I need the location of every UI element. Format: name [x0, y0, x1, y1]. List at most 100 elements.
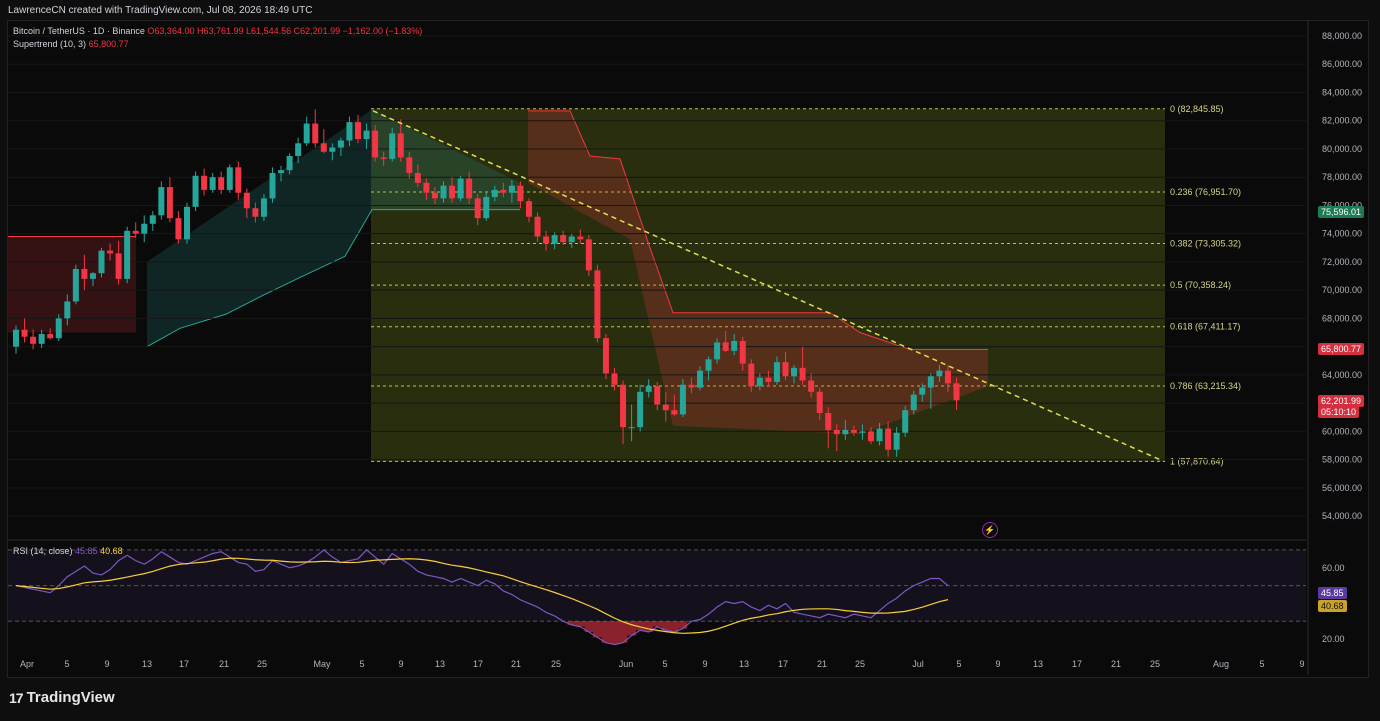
candle-body [235, 167, 242, 193]
rsi-ma-value: 40.68 [100, 546, 123, 556]
candle-body [226, 167, 233, 190]
candle-body [252, 208, 259, 217]
candle-body [705, 359, 712, 371]
candle-body [722, 342, 729, 351]
y-tick-label: 74,000.00 [1322, 229, 1362, 239]
supertrend-line-up [146, 209, 520, 348]
y-tick-label: 78,000.00 [1322, 172, 1362, 182]
y-tick-label: 84,000.00 [1322, 87, 1362, 97]
candle-body [243, 192, 250, 209]
candle-body [517, 185, 524, 202]
fib-level-label: 0.236 (76,951.70) [1170, 187, 1241, 197]
price-tag-supertrend: 65,800.77 [1318, 343, 1365, 355]
candle-body [791, 367, 798, 377]
candle-body [286, 156, 293, 171]
rsi-legend: RSI (14, close) 45.85 40.68 [13, 546, 123, 556]
candle-body [406, 157, 413, 173]
ohlc-change: −1,162.00 (−1.83%) [342, 26, 423, 36]
candle-body [107, 250, 114, 254]
candle-body [397, 133, 404, 158]
candle-body [89, 273, 96, 279]
price-tag-rsi-ma: 40.68 [1318, 600, 1347, 612]
candle-body [166, 187, 173, 219]
candle-body [645, 386, 652, 392]
symbol-legend: Bitcoin / TetherUS · 1D · Binance O63,36… [13, 26, 422, 36]
candle-body [295, 143, 302, 157]
x-tick-label: 5 [64, 659, 69, 669]
candle-body [714, 342, 721, 360]
candle-body [808, 380, 815, 392]
x-tick-label: 5 [1259, 659, 1264, 669]
candle-body [508, 185, 515, 193]
candle-body [953, 383, 960, 401]
candle-body [620, 384, 627, 428]
lightning-icon[interactable]: ⚡ [982, 522, 998, 538]
candle-body [560, 235, 567, 243]
candle-body [184, 206, 190, 240]
candle-body [902, 410, 909, 433]
candle-body [303, 123, 310, 144]
candle-body [594, 270, 601, 339]
y-tick-label: 88,000.00 [1322, 31, 1362, 41]
supertrend-up-fill [147, 109, 520, 347]
y-tick-label: 72,000.00 [1322, 257, 1362, 267]
trend-line [372, 110, 1164, 462]
candle-body [885, 428, 892, 450]
candle-body [329, 147, 336, 152]
candle-body [585, 239, 592, 271]
candle-body [21, 329, 28, 337]
x-tick-label: 17 [1072, 659, 1082, 669]
candle-body [611, 373, 618, 385]
candle-body [98, 250, 105, 274]
x-tick-label: 5 [662, 659, 667, 669]
candle-body [346, 122, 353, 141]
rsi-label: RSI (14, close) [13, 546, 73, 556]
candle-body [825, 413, 832, 430]
x-tick-label: Jul [912, 659, 924, 669]
candle-body [679, 384, 686, 415]
ohlc-close: C62,201.99 [293, 26, 341, 36]
candle-body [748, 363, 755, 387]
y-tick-label: 60,000.00 [1322, 426, 1362, 436]
candle-body [773, 362, 780, 382]
candle-body [756, 377, 763, 387]
candle-body [859, 431, 866, 433]
tradingview-brand-name: TradingView [26, 689, 115, 706]
x-tick-label: May [313, 659, 331, 669]
candle-body [944, 370, 951, 384]
tradingview-logo[interactable]: 17 TradingView [9, 689, 115, 706]
x-tick-label: 17 [473, 659, 483, 669]
supertrend-value: 65,800.77 [88, 39, 129, 49]
price-tag-rsi: 45.85 [1318, 587, 1347, 599]
candle-body [38, 333, 45, 344]
candle-body [449, 185, 456, 199]
candle-body [115, 253, 122, 279]
candle-body [132, 230, 139, 234]
symbol-name: Bitcoin / TetherUS · 1D · Binance [13, 26, 145, 36]
rsi-band-zone [8, 549, 1306, 622]
candle-body [380, 157, 387, 159]
x-tick-label: 21 [1111, 659, 1121, 669]
candle-body [30, 336, 37, 344]
y-tick-label: 86,000.00 [1322, 59, 1362, 69]
x-tick-label: 25 [257, 659, 267, 669]
tradingview-logo-icon: 17 [9, 689, 24, 706]
rsi-ma-line [15, 557, 949, 634]
rsi-tick-label: 20.00 [1322, 634, 1345, 644]
candle-body [457, 178, 464, 199]
y-tick-label: 68,000.00 [1322, 313, 1362, 323]
candle-body [637, 391, 644, 428]
x-tick-label: 25 [855, 659, 865, 669]
rsi-value: 45.85 [75, 546, 98, 556]
candle-body [372, 130, 379, 158]
x-tick-label: 17 [179, 659, 189, 669]
x-tick-label: 13 [142, 659, 152, 669]
supertrend-down-fill [528, 110, 988, 435]
candle-body [363, 130, 370, 140]
candle-body [269, 172, 276, 199]
candle-body [500, 189, 507, 193]
fib-level-label: 0.5 (70,358.24) [1170, 280, 1231, 290]
candle-body [423, 182, 430, 193]
fib-level-label: 0.618 (67,411.17) [1170, 322, 1240, 332]
